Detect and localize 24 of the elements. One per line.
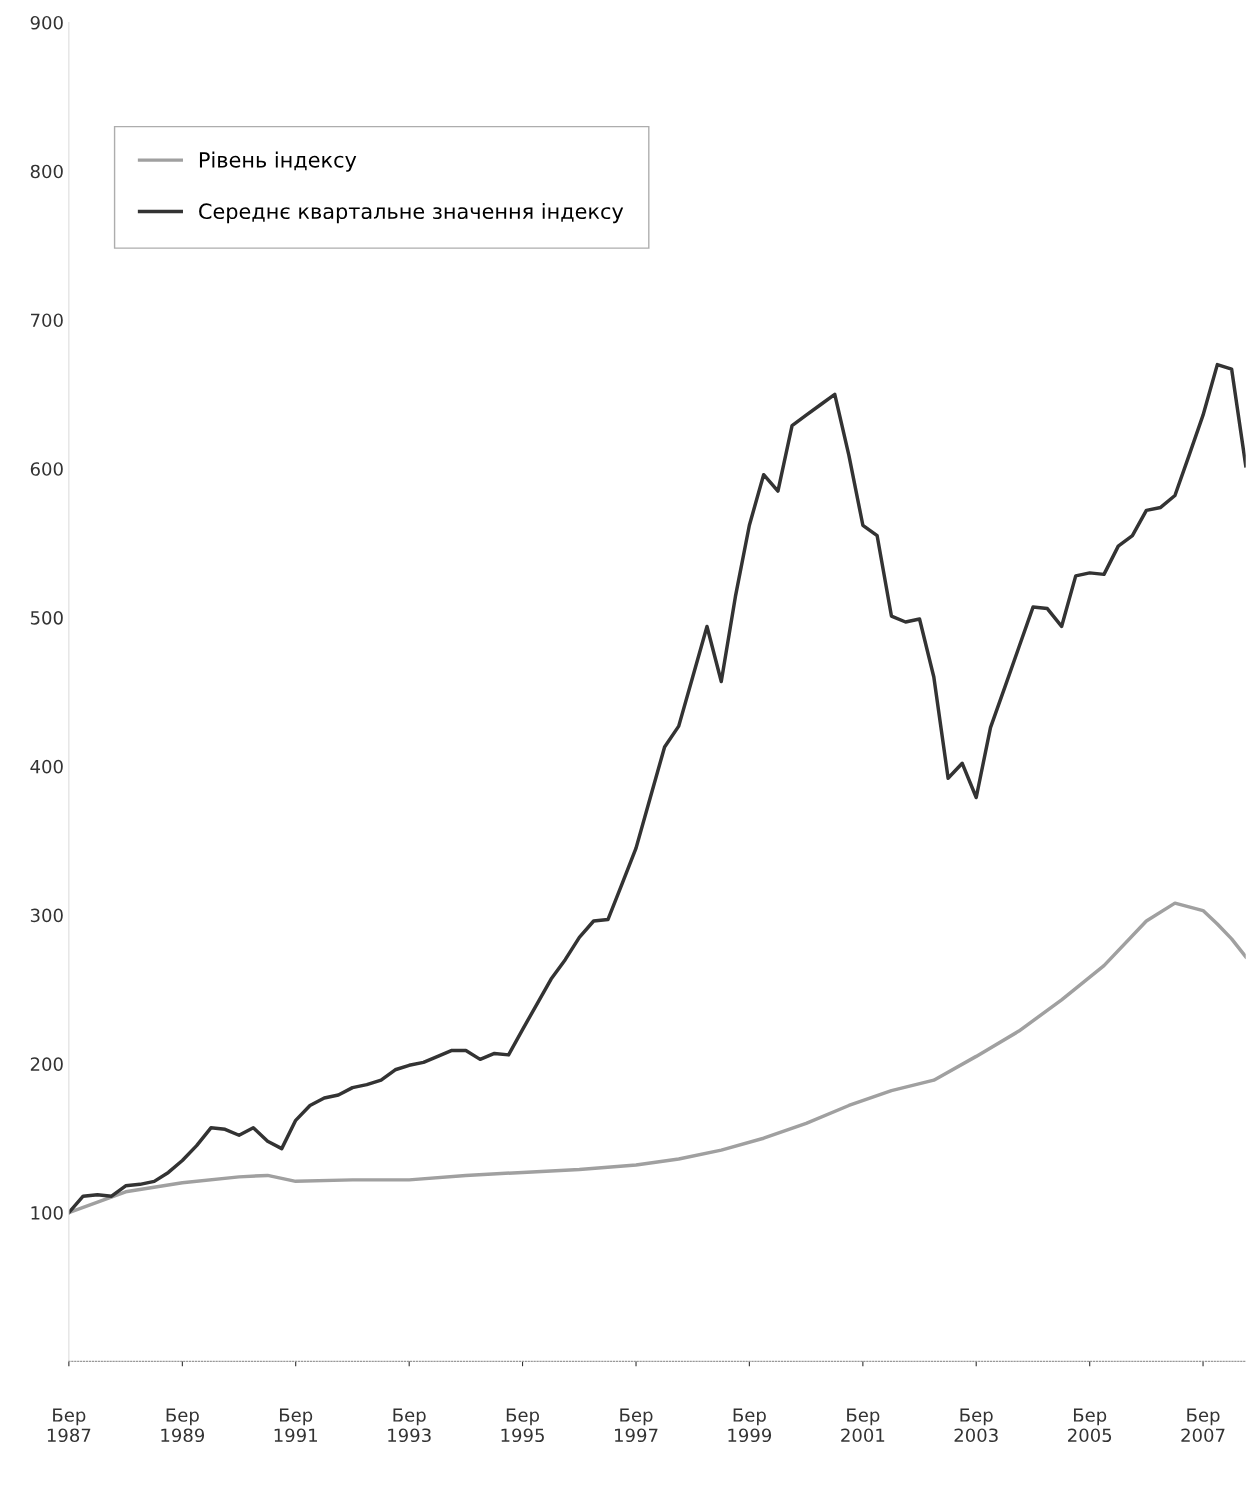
x-tick-label: Бер 2001 [841, 1408, 885, 1443]
y-tick-label: 600 [30, 462, 63, 476]
y-tick-label: 200 [30, 1057, 63, 1071]
x-tick-label: Бер 2003 [954, 1408, 998, 1443]
y-tick-label: 400 [30, 759, 63, 774]
legend-label: Середнє квартальне значення індексу [199, 202, 624, 224]
legend-label: Рівень індексу [199, 151, 357, 172]
x-tick-label: Бер 1999 [728, 1408, 772, 1443]
y-tick-label: 700 [31, 313, 63, 328]
x-tick-label: Бер 1991 [274, 1408, 317, 1443]
y-tick-label: 900 [30, 15, 63, 30]
x-tick-label: Бер 1989 [161, 1408, 205, 1443]
y-tick-label: 500 [30, 610, 63, 625]
line-series [68, 901, 1246, 1215]
x-tick-label: Бер 1995 [501, 1408, 544, 1443]
x-tick-label: Бер 1987 [47, 1408, 91, 1443]
x-tick-label: Бер 1997 [615, 1408, 658, 1443]
x-tick-label: Бер 1993 [388, 1408, 431, 1443]
y-tick-label: 800 [30, 164, 63, 179]
line-series [68, 362, 1246, 1215]
y-tick-label: 300 [30, 908, 63, 923]
y-tick-label: 100 [31, 1206, 63, 1220]
x-tick-label: Бер 2005 [1068, 1408, 1112, 1443]
x-tick-label: Бер 2007 [1181, 1408, 1225, 1443]
